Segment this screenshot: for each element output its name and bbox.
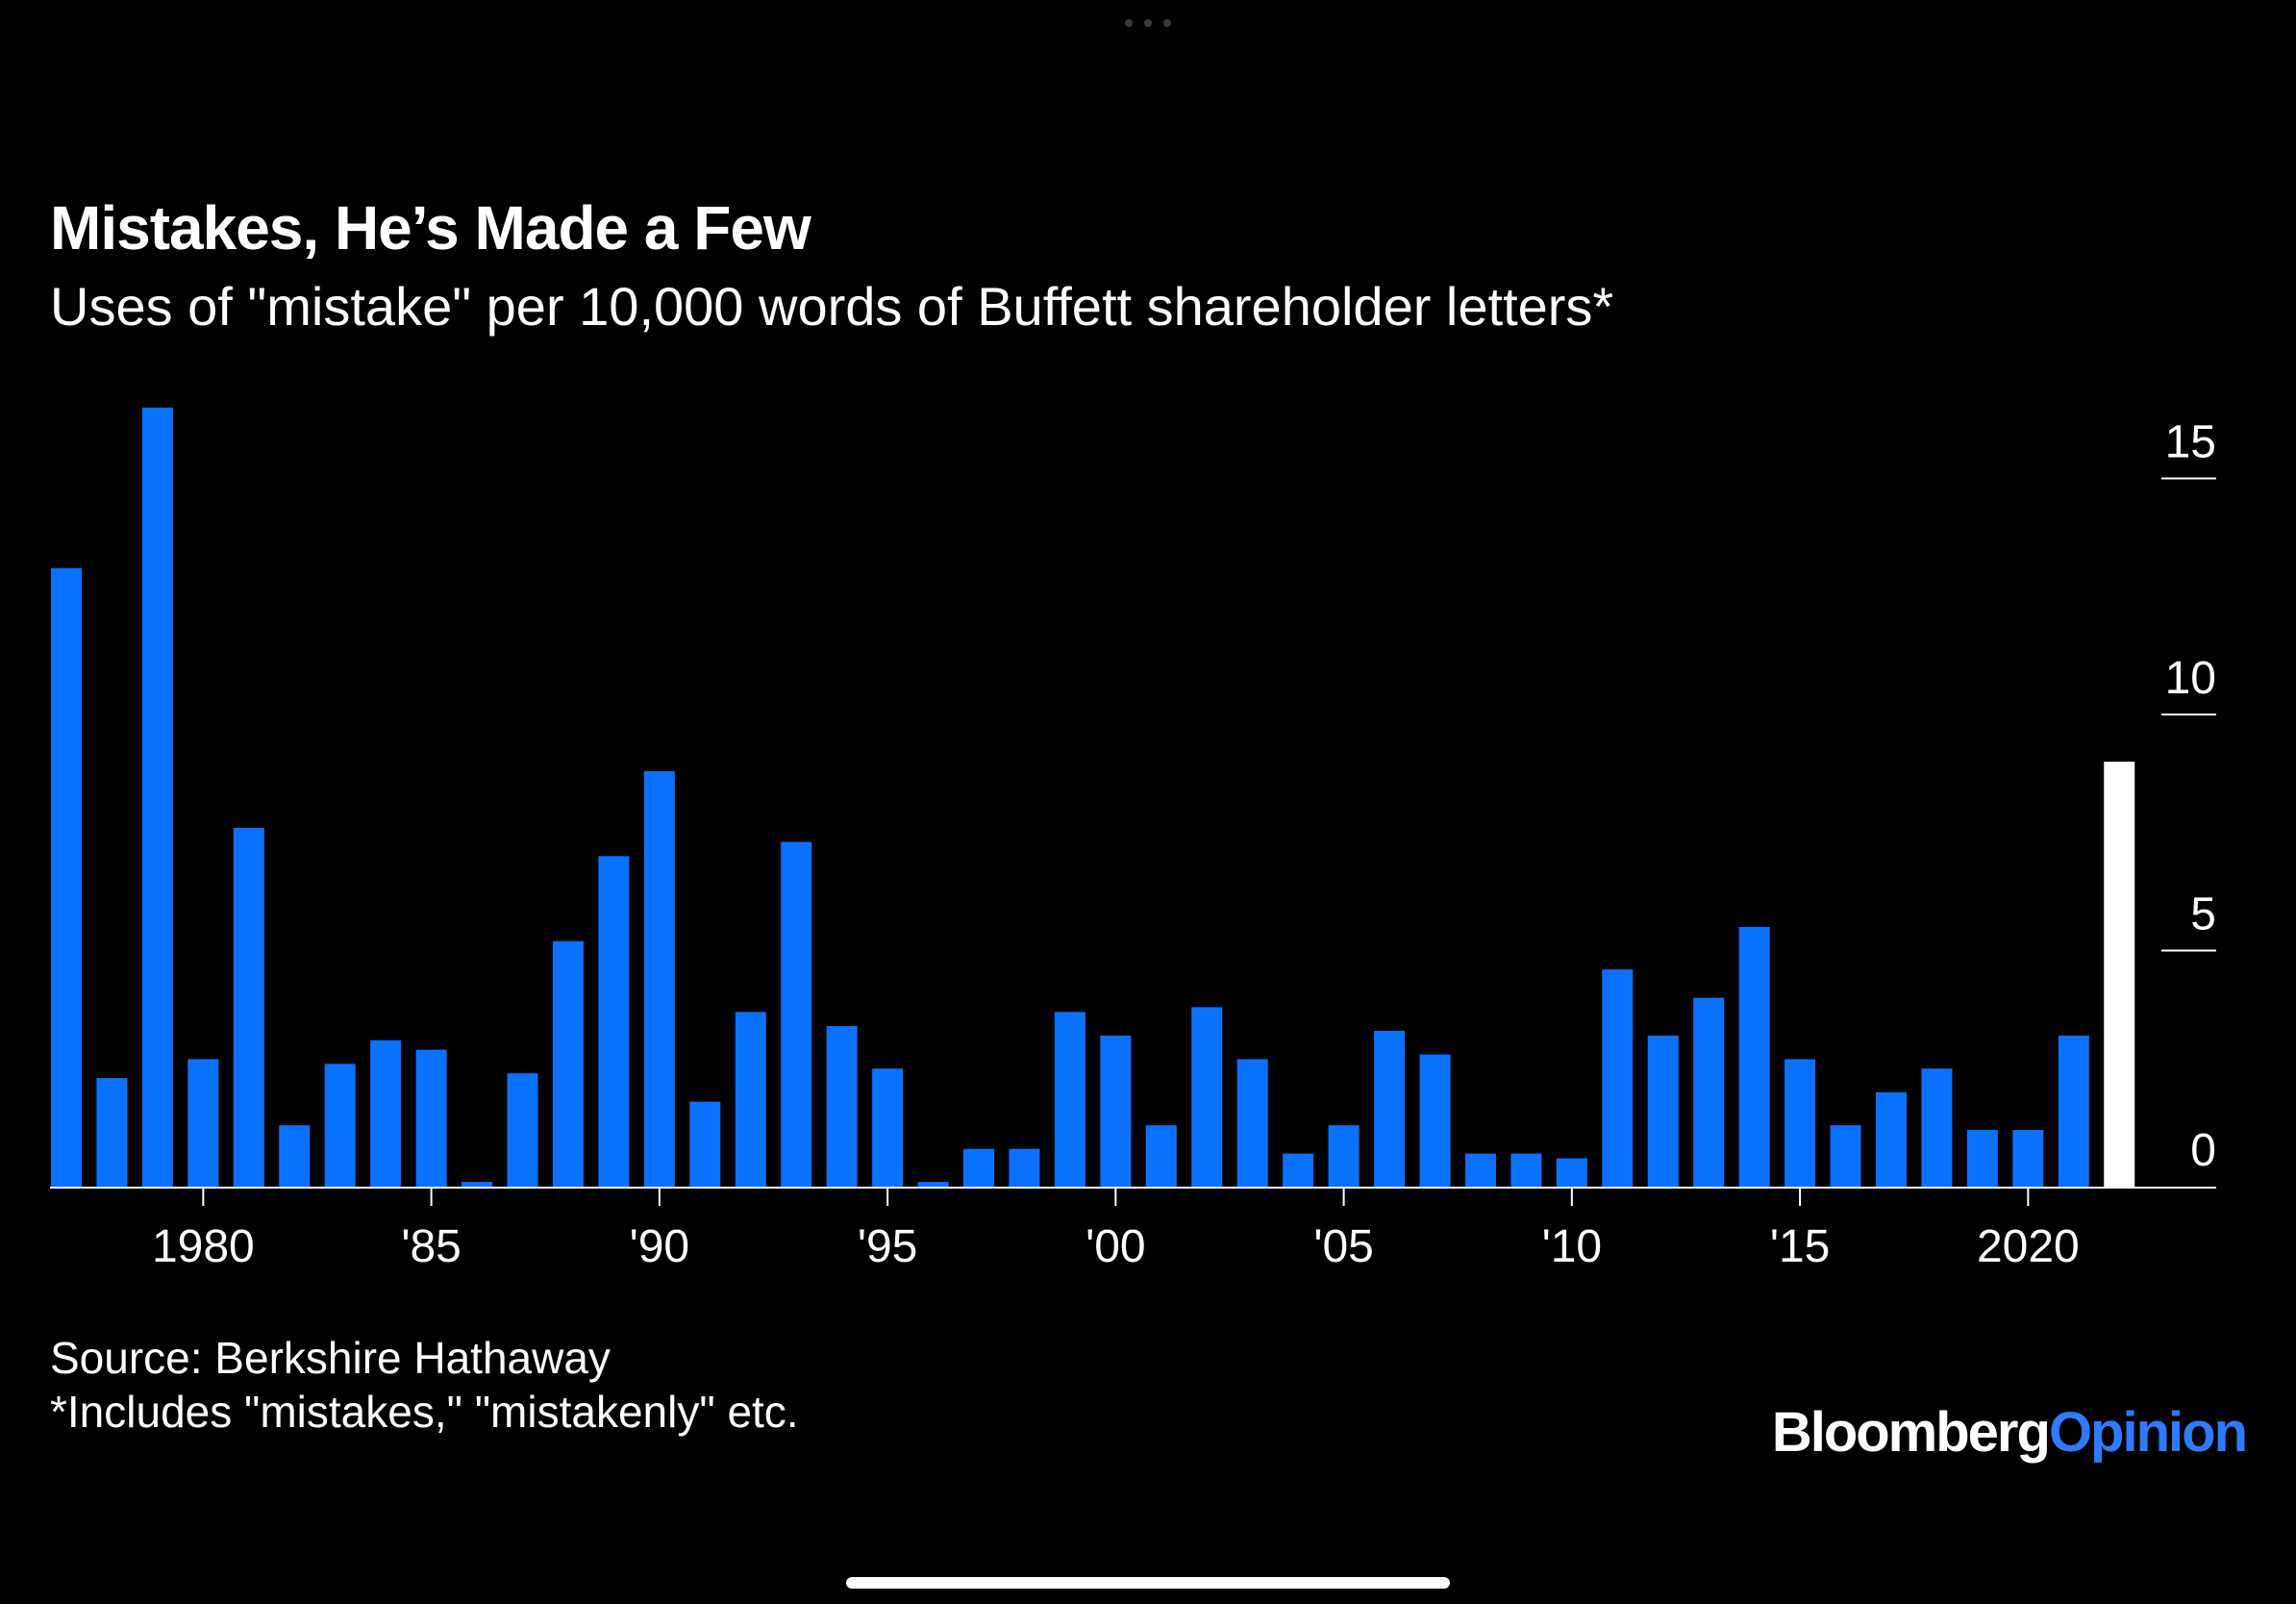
bar-2001 (1145, 1125, 1177, 1187)
bar-1994 (826, 1026, 858, 1187)
bar-chart: 0 5 10 15 1980 '85 '90 '95 '00 '05 '10 '15 2020 (50, 407, 2216, 1272)
bar-2000 (1100, 1035, 1132, 1187)
x-axis: 1980 '85 '90 '95 '00 '05 '10 '15 2020 (50, 1187, 2216, 1272)
bar-1983 (324, 1064, 356, 1187)
bar-2007 (1419, 1054, 1451, 1187)
bar-2020 (2012, 1130, 2044, 1187)
bar-1978 (96, 1078, 128, 1187)
bar-1985 (415, 1049, 447, 1187)
bar-2017 (1876, 1091, 1907, 1187)
bar-1989 (598, 856, 630, 1187)
source-note: Source: Berkshire Hathaway (50, 1333, 611, 1383)
bar-2008 (1464, 1153, 1496, 1187)
bar-2010 (1556, 1158, 1587, 1187)
bar-2004 (1283, 1153, 1314, 1187)
bar-2011 (1602, 969, 1634, 1187)
bars-group (51, 407, 2135, 1188)
x-tick-label-1990: '90 (630, 1221, 690, 1272)
bar-1995 (872, 1068, 904, 1187)
bar-1981 (233, 827, 264, 1187)
home-indicator[interactable] (846, 1577, 1450, 1589)
bar-2005 (1328, 1125, 1360, 1187)
chart-title: Mistakes, He’s Made a Few (50, 193, 811, 263)
y-tick-label-0: 0 (2190, 1125, 2216, 1176)
y-tick-label-15: 15 (2165, 417, 2216, 468)
grabber-dot (1144, 19, 1152, 27)
bar-2006 (1374, 1030, 1406, 1187)
bar-1986 (462, 1182, 493, 1187)
bar-1993 (781, 841, 812, 1187)
x-tick-label-1980: 1980 (152, 1221, 255, 1272)
bloomberg-opinion-logo: BloombergOpinion (1771, 1400, 2248, 1465)
bar-1980 (187, 1059, 219, 1187)
bar-1998 (1009, 1148, 1040, 1187)
y-tick-label-10: 10 (2165, 653, 2216, 704)
bar-2015 (1784, 1059, 1816, 1187)
x-tick-label-2010: '10 (1542, 1221, 1603, 1272)
bar-1996 (917, 1182, 949, 1187)
bar-1988 (552, 940, 584, 1187)
bar-1992 (735, 1012, 766, 1187)
footnote: *Includes "mistakes," "mistakenly" etc. (50, 1387, 799, 1437)
bar-2022 (2104, 762, 2135, 1187)
bar-1982 (279, 1125, 311, 1187)
bar-2018 (1921, 1068, 1953, 1187)
x-tick-label-2015: '15 (1770, 1221, 1831, 1272)
window-grabber[interactable] (1125, 19, 1171, 27)
bar-1997 (963, 1148, 994, 1187)
bar-2013 (1693, 997, 1725, 1187)
x-tick-label-1985: '85 (401, 1221, 462, 1272)
bar-2021 (2058, 1035, 2089, 1187)
bar-2002 (1191, 1007, 1223, 1187)
bar-2014 (1738, 926, 1770, 1187)
bar-1990 (643, 770, 675, 1187)
logo-brand: Bloomberg (1771, 1401, 2051, 1464)
y-tick-label-5: 5 (2190, 890, 2216, 940)
chart-subtitle: Uses of "mistake" per 10,000 words of Bu… (50, 276, 1614, 337)
x-tick-label-2000: '00 (1086, 1221, 1146, 1272)
grabber-dot (1163, 19, 1171, 27)
bar-2016 (1830, 1125, 1861, 1187)
bar-1979 (141, 407, 173, 1188)
bar-1999 (1054, 1012, 1086, 1187)
bar-2003 (1236, 1059, 1268, 1187)
bar-1977 (51, 567, 82, 1187)
bar-1987 (507, 1073, 538, 1187)
bar-1984 (370, 1040, 402, 1187)
bar-2019 (1966, 1130, 1998, 1187)
bar-2012 (1647, 1035, 1679, 1187)
y-axis: 0 5 10 15 (2161, 417, 2216, 1176)
x-tick-label-1995: '95 (858, 1221, 918, 1272)
bar-2009 (1510, 1153, 1542, 1187)
grabber-dot (1125, 19, 1133, 27)
x-tick-label-2020: 2020 (1977, 1221, 2080, 1272)
x-tick-label-2005: '05 (1313, 1221, 1374, 1272)
logo-section: Opinion (2048, 1401, 2248, 1464)
bar-1991 (689, 1101, 721, 1187)
